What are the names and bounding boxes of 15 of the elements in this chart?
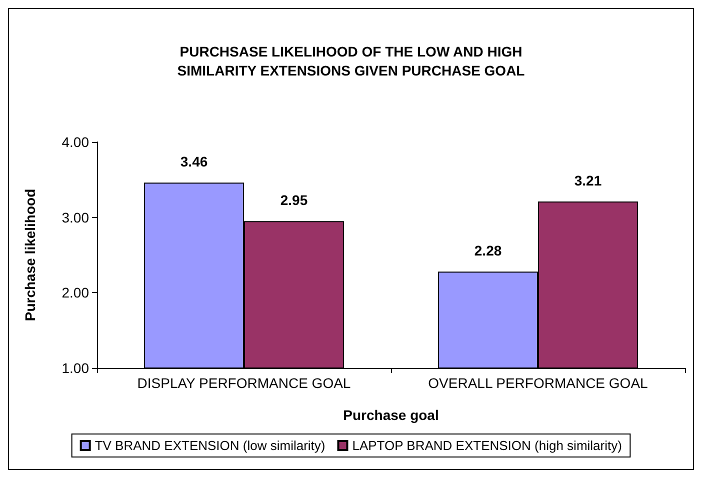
y-tick-label: 4.00 xyxy=(62,134,90,150)
y-axis-title: Purchase likelihood xyxy=(22,188,38,322)
y-tick-label: 2.00 xyxy=(62,284,90,301)
data-label: 3.21 xyxy=(574,172,602,189)
data-label: 2.95 xyxy=(280,192,308,208)
legend-label: LAPTOP BRAND EXTENSION (high similarity) xyxy=(352,438,622,453)
y-tick-label: 1.00 xyxy=(62,360,90,376)
x-tick-label: OVERALL PERFORMANCE GOAL xyxy=(428,375,648,391)
x-tick-label: DISPLAY PERFORMANCE GOAL xyxy=(137,375,351,391)
chart-title: PURCHSASE LIKELIHOOD OF THE LOW AND HIGH SIMILARITY EXTENSIONS GIVEN PURCHASE GOAL xyxy=(177,44,526,78)
data-label: 3.46 xyxy=(180,154,208,170)
x-axis-title: Purchase goal xyxy=(343,407,439,423)
y-tick-label: 3.00 xyxy=(62,209,90,226)
data-label: 2.28 xyxy=(474,242,502,259)
legend-label: TV BRAND EXTENSION (low similarity) xyxy=(94,438,326,453)
